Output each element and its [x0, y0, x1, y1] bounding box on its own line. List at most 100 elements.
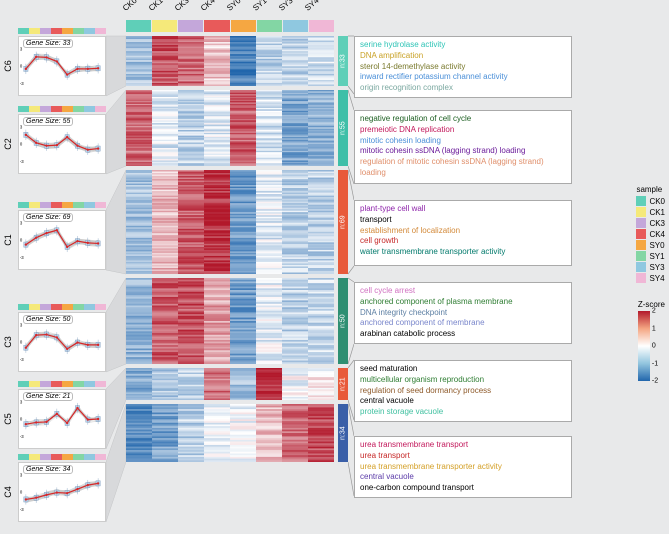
svg-text:0: 0: [20, 490, 23, 495]
sample-color-cell: [40, 202, 51, 208]
column-color-box: [257, 20, 282, 32]
legend-row: CK4: [636, 229, 665, 239]
go-term: mitotic cohesin ssDNA (lagging strand) l…: [360, 146, 566, 157]
legend-row: SY4: [636, 273, 665, 283]
heatmap-block: [126, 36, 334, 86]
go-terms-box: serine hydrolase activityDNA amplificati…: [354, 36, 572, 98]
go-term: seed maturation: [360, 364, 566, 375]
legend-swatch: [636, 207, 646, 217]
sample-color-cell: [18, 28, 29, 34]
panel-heatmap-connector: [106, 168, 126, 276]
legend-label: SY3: [649, 263, 664, 272]
go-term: origin recognition complex: [360, 83, 566, 94]
cluster-size-bar: n:69: [338, 170, 348, 274]
go-term: regulation of seed dormancy process: [360, 386, 566, 397]
column-color-box: [231, 20, 256, 32]
sample-color-cell: [84, 454, 95, 460]
heatmap-block: [126, 404, 334, 462]
svg-text:0: 0: [20, 142, 23, 147]
go-term: cell cycle arrest: [360, 286, 566, 297]
go-term: inward rectifier potassium channel activ…: [360, 72, 566, 83]
gene-size-label: Gene Size: 33: [23, 39, 73, 48]
column-color-boxes: [126, 20, 334, 32]
sample-color-cell: [51, 28, 62, 34]
column-header-label: SY0: [221, 0, 250, 20]
zscore-tick: 1: [652, 325, 656, 332]
go-term: mitotic cohesin loading: [360, 136, 566, 147]
expression-profile-panel: -303Gene Size: 21: [18, 389, 106, 449]
gene-size-label: Gene Size: 21: [23, 392, 73, 401]
go-term: central vacuole: [360, 396, 566, 407]
panel-heatmap-connector: [106, 276, 126, 374]
expression-profile-panel: -303Gene Size: 69: [18, 210, 106, 270]
go-terms-box: urea transmembrane transporturea transpo…: [354, 436, 572, 498]
sample-color-cell: [95, 202, 106, 208]
sample-color-cell: [51, 381, 62, 387]
heatmap-block: [126, 368, 334, 400]
heatmap-block: [126, 90, 334, 166]
go-term: plant-type cell wall: [360, 204, 566, 215]
go-term: establishment of localization: [360, 226, 566, 237]
svg-text:3: 3: [20, 473, 23, 478]
sample-color-strip: [18, 381, 106, 387]
sample-color-cell: [18, 202, 29, 208]
svg-text:3: 3: [20, 323, 23, 328]
sample-color-cell: [73, 381, 84, 387]
sample-color-cell: [84, 28, 95, 34]
zscore-tick: 0: [652, 343, 656, 350]
expression-profile-panel: -303Gene Size: 50: [18, 312, 106, 372]
zscore-tick: -2: [652, 378, 658, 385]
sample-color-cell: [84, 202, 95, 208]
sample-color-cell: [95, 28, 106, 34]
go-terms-box: seed maturationmulticellular organism re…: [354, 360, 572, 422]
go-term: DNA amplification: [360, 51, 566, 62]
sample-color-cell: [18, 381, 29, 387]
sample-color-cell: [40, 381, 51, 387]
legend-row: SY0: [636, 240, 665, 250]
sample-color-cell: [29, 304, 40, 310]
sample-color-cell: [51, 202, 62, 208]
cluster-label: C5: [3, 413, 13, 425]
legend-row: CK3: [636, 218, 665, 228]
column-header-label: SY4: [299, 0, 328, 20]
cluster-label: C3: [3, 336, 13, 348]
sample-color-cell: [73, 304, 84, 310]
go-term: central vacuole: [360, 472, 566, 483]
sample-color-cell: [29, 381, 40, 387]
svg-text:0: 0: [20, 64, 23, 69]
go-terms-box: negative regulation of cell cyclepremeio…: [354, 110, 572, 184]
cluster-size-bar: n:50: [338, 278, 348, 364]
expression-profile-panel: -303Gene Size: 55: [18, 114, 106, 174]
cluster-label: C6: [3, 60, 13, 72]
panel-heatmap-connector: [106, 34, 126, 98]
gene-size-label: Gene Size: 69: [23, 213, 73, 222]
column-header-label: CK1: [143, 0, 172, 20]
svg-text:-3: -3: [20, 255, 24, 260]
column-header-label: CK0: [117, 0, 146, 20]
expression-profile-panel: -3 0 3Gene Size: 33: [18, 36, 106, 96]
sample-color-cell: [73, 202, 84, 208]
svg-text:-3: -3: [20, 81, 24, 86]
sample-color-cell: [18, 106, 29, 112]
legend-label: SY0: [649, 241, 664, 250]
heatmap-block: [126, 170, 334, 274]
sample-color-cell: [18, 454, 29, 460]
legend-label: CK4: [649, 230, 665, 239]
zscore-tick: 2: [652, 308, 656, 315]
legend-swatch: [636, 273, 646, 283]
go-term: DNA integrity checkpoint: [360, 308, 566, 319]
column-color-box: [283, 20, 308, 32]
column-header-label: CK4: [195, 0, 224, 20]
sample-color-cell: [62, 381, 73, 387]
svg-text:3: 3: [20, 47, 23, 52]
sample-color-strip: [18, 106, 106, 112]
sample-color-cell: [40, 304, 51, 310]
svg-text:-3: -3: [20, 507, 24, 512]
go-term: cell growth: [360, 236, 566, 247]
sample-color-cell: [62, 202, 73, 208]
cluster-label: C2: [3, 138, 13, 150]
go-term: protein storage vacuole: [360, 407, 566, 418]
svg-text:-3: -3: [20, 357, 24, 362]
go-term: loading: [360, 168, 566, 179]
sample-color-cell: [84, 381, 95, 387]
